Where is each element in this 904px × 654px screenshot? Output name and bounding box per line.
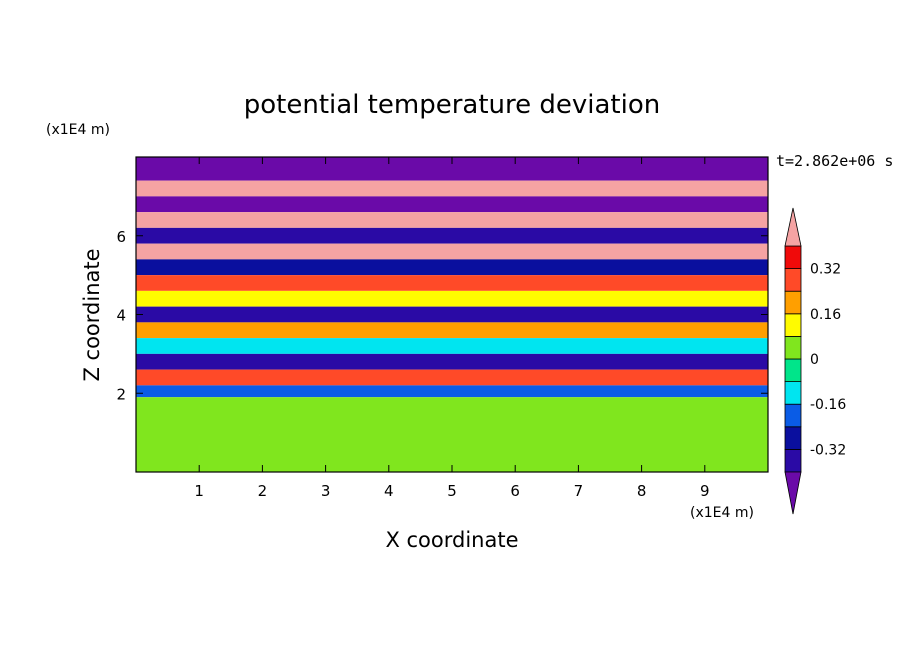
contour-band-13 [136,369,768,386]
x-unit-label: (x1E4 m) [690,505,754,521]
plot-area [136,157,768,472]
colorbar-segment [784,268,802,292]
colorbar-segment [784,358,802,383]
contour-band-3 [136,212,768,228]
contour-band-1 [136,180,768,197]
colorbar-label: -0.32 [810,442,846,458]
contour-band-12 [136,353,768,370]
z-unit-label: (x1E4 m) [46,122,110,138]
colorbar-segment [784,335,802,360]
colorbar-segment [784,448,802,473]
colorbar-label: -0.16 [810,397,846,413]
x-tick-label: 9 [700,482,710,500]
y-axis-label: Z coordinate [80,248,104,381]
colorbar-segment [784,426,802,450]
y-tick-label: 2 [116,385,126,403]
x-axis-label: X coordinate [385,528,518,552]
y-tick-label: 4 [116,307,126,325]
x-tick-label: 3 [321,482,331,500]
contour-band-0 [136,157,768,181]
contour-band-5 [136,243,768,260]
chart-title: potential temperature deviation [244,90,660,120]
time-label: t=2.862e+06 s [776,152,893,170]
x-tick-label: 8 [637,482,647,500]
x-tick-label: 7 [574,482,584,500]
colorbar-segment [784,403,802,428]
colorbar-label: 0.32 [810,262,841,278]
contour-band-4 [136,227,768,244]
colorbar-label: 0.16 [810,307,841,323]
y-axis: 2 4 6 [116,228,768,403]
contour-band-7 [136,275,768,291]
contour-band-9 [136,306,768,323]
x-tick-label: 2 [258,482,268,500]
contour-band-14 [136,385,768,398]
contour-band-11 [136,338,768,354]
x-tick-label: 5 [447,482,457,500]
colorbar: 0.32 0.16 0 -0.16 -0.32 [784,207,846,515]
colorbar-over-arrow [784,207,802,247]
x-axis: 1 2 3 4 5 6 7 8 9 [194,157,710,500]
colorbar-segment [784,290,802,315]
contour-band-6 [136,259,768,276]
colorbar-label: 0 [810,352,819,368]
y-tick-label: 6 [116,228,126,246]
contour-band-2 [136,196,768,213]
x-tick-label: 1 [194,482,204,500]
colorbar-segment [784,313,802,337]
contour-band-10 [136,322,768,339]
contour-band-15 [136,397,768,472]
colorbar-segment [784,381,802,405]
contour-band-8 [136,290,768,307]
x-tick-label: 4 [384,482,394,500]
colorbar-under-arrow [784,471,802,515]
colorbar-segment [784,245,802,270]
x-tick-label: 6 [510,482,520,500]
